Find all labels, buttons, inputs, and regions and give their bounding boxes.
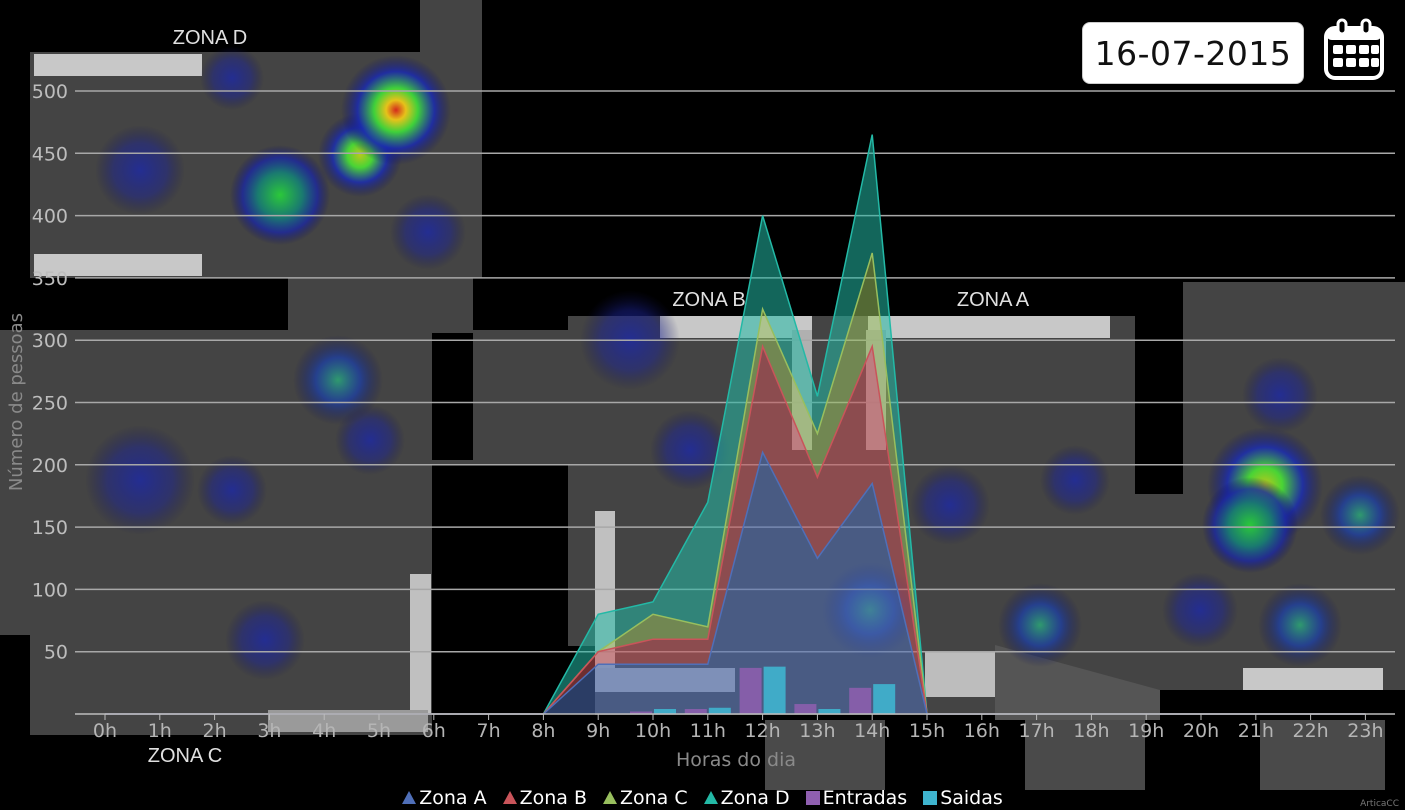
x-tick-label: 15h [909,720,945,742]
bar-saidas [654,709,676,714]
x-tick-label: 22h [1292,720,1328,742]
bar-entradas [849,687,872,714]
triangle-icon [402,791,417,804]
zone-a-label: ZONA A [957,289,1030,311]
legend-label: Zona D [720,786,790,809]
x-tick-label: 0h [93,720,117,742]
x-tick-label: 10h [635,720,671,742]
x-tick-label: 19h [1128,720,1164,742]
y-tick-label: 450 [32,143,68,165]
legend-zona-d[interactable]: Zona D [703,786,790,809]
y-tick-label: 300 [32,330,68,352]
zone-b-label: ZONA B [672,289,745,311]
x-tick-label: 21h [1238,720,1274,742]
x-tick-label: 18h [1073,720,1109,742]
x-tick-label: 2h [203,720,227,742]
bar-saidas [763,666,786,714]
zone-c-label: ZONA C [148,745,222,767]
x-tick-label: 12h [744,720,780,742]
x-tick-label: 11h [690,720,726,742]
x-tick-label: 3h [257,720,281,742]
legend-zona-c[interactable]: Zona C [602,786,688,809]
date-display[interactable]: 16-07-2015 [1082,22,1304,84]
x-tick-label: 23h [1347,720,1383,742]
legend-zona-b[interactable]: Zona B [502,786,587,809]
x-tick-label: 20h [1183,720,1219,742]
legend-entradas[interactable]: Entradas [805,786,908,809]
triangle-icon [602,791,617,804]
bar-entradas [794,704,817,714]
heatmap-layer [85,46,1400,680]
y-axis-title: Número de pessoas [6,313,27,491]
legend-label: Zona C [619,786,688,809]
area-zona-d [105,134,1366,715]
x-tick-label: 5h [367,720,391,742]
x-tick-label: 13h [799,720,835,742]
bar-entradas [684,709,707,714]
square-icon [923,790,938,805]
credit-text: ArticaCC [1360,799,1399,809]
chart-legend: Zona A Zona B Zona C Zona D Entradas Sai… [0,785,1405,810]
y-tick-label: 500 [32,81,68,103]
bar-entradas [630,711,652,714]
bar-entradas [739,667,762,714]
y-tick-label: 200 [32,455,68,477]
legend-zona-a[interactable]: Zona A [402,786,487,809]
calendar-icon [1324,18,1384,80]
y-tick-label: 250 [32,393,68,415]
x-tick-label: 7h [477,720,501,742]
x-tick-label: 1h [148,720,172,742]
x-tick-label: 4h [312,720,336,742]
y-tick-label: 400 [32,206,68,228]
bar-saidas [818,709,841,714]
square-icon [805,790,820,805]
bar-saidas [708,707,731,714]
triangle-icon [502,791,517,804]
legend-label: Saidas [940,786,1003,809]
calendar-button[interactable] [1322,18,1386,82]
area-zona-b [105,346,1366,714]
legend-saidas[interactable]: Saidas [923,787,1003,809]
x-tick-label: 16h [964,720,1000,742]
x-tick-label: 17h [1018,720,1054,742]
zone-d-label: ZONA D [173,27,247,49]
axes: 50 100 150 200 250 300 350 400 450 500 0h 1h 2h 3h 4h 5… [32,81,1395,742]
legend-label: Zona A [419,786,487,809]
bars [630,666,896,714]
x-axis-title: Horas do dia [676,749,796,771]
area-zona-c [105,253,1366,714]
y-tick-label: 100 [32,579,68,601]
y-tick-label: 150 [32,517,68,539]
triangle-icon [703,791,718,804]
x-tick-label: 14h [854,720,890,742]
y-tick-label: 350 [32,268,68,290]
bar-saidas [873,684,896,714]
legend-label: Entradas [822,786,908,809]
area-zona-a [105,452,1366,714]
x-tick-label: 6h [422,720,446,742]
x-tick-label: 8h [531,720,555,742]
y-tick-label: 50 [44,642,68,664]
legend-label: Zona B [519,786,587,809]
x-tick-label: 9h [586,720,610,742]
